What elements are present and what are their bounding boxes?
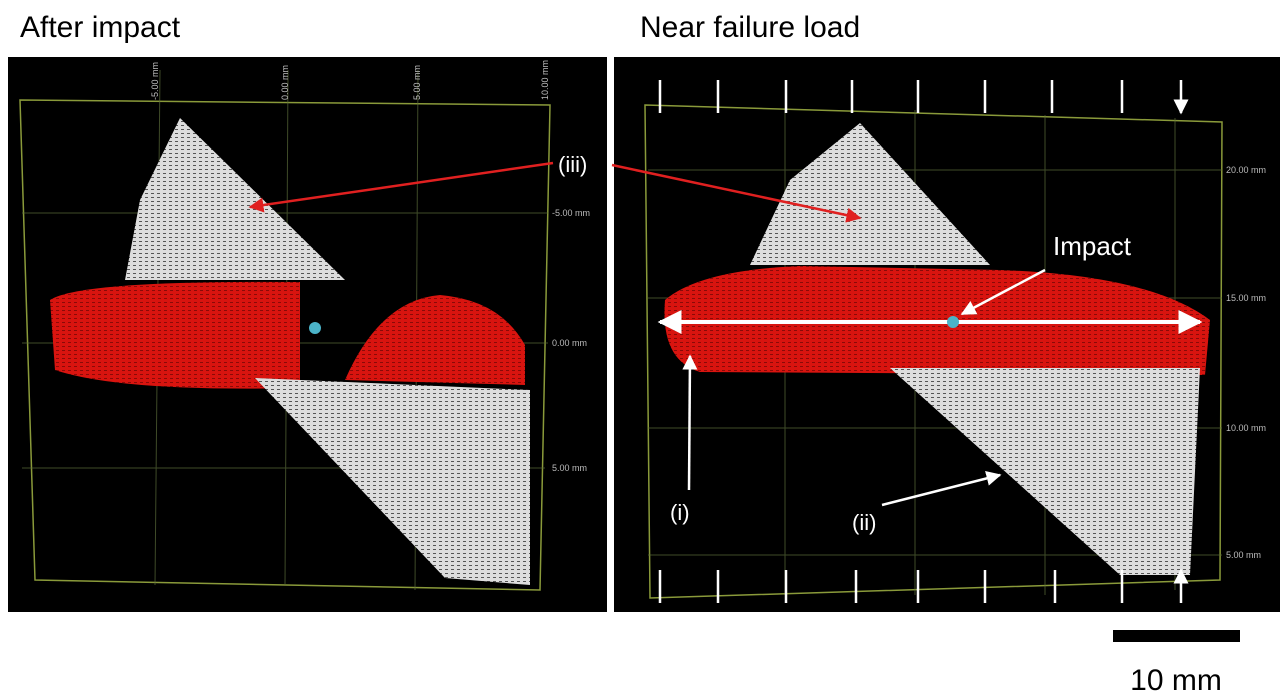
axis-label: -5.00 mm <box>552 208 590 218</box>
scale-label: 10 mm <box>1130 664 1222 697</box>
axis-label: 5.00 mm <box>552 463 587 473</box>
axis-label: 10.00 mm <box>540 60 550 100</box>
impact-point <box>309 322 321 334</box>
axis-label: 20.00 mm <box>1226 165 1266 175</box>
axis-label: -5.00 mm <box>150 62 160 100</box>
annotation: Impact <box>1053 231 1132 261</box>
axis-label: 5.00 mm <box>412 65 422 100</box>
scale-bar <box>1113 630 1240 642</box>
axis-label: 0.00 mm <box>280 65 290 100</box>
annotation: (i) <box>670 500 690 525</box>
annotation: (ii) <box>852 510 876 535</box>
left-panel: (iii) -5.00 mm 0.00 mm 5.00 mm 10.00 mm … <box>8 57 607 612</box>
axis-label: 0.00 mm <box>552 338 587 348</box>
axis-label: 5.00 mm <box>1226 550 1261 560</box>
right-panel: Impact (i) (ii) 20.00 mm 15.00 mm 10.00 … <box>612 57 1280 612</box>
panel-title: After impact <box>20 11 181 44</box>
panel-title: Near failure load <box>640 11 860 44</box>
figure: After impact Near failure load (iii) -5.… <box>0 0 1282 697</box>
annotation-arrow <box>689 356 690 490</box>
delamination-region <box>50 282 300 389</box>
annotation: (iii) <box>558 152 587 177</box>
axis-label: 10.00 mm <box>1226 423 1266 433</box>
axis-label: 15.00 mm <box>1226 293 1266 303</box>
impact-point <box>947 316 959 328</box>
